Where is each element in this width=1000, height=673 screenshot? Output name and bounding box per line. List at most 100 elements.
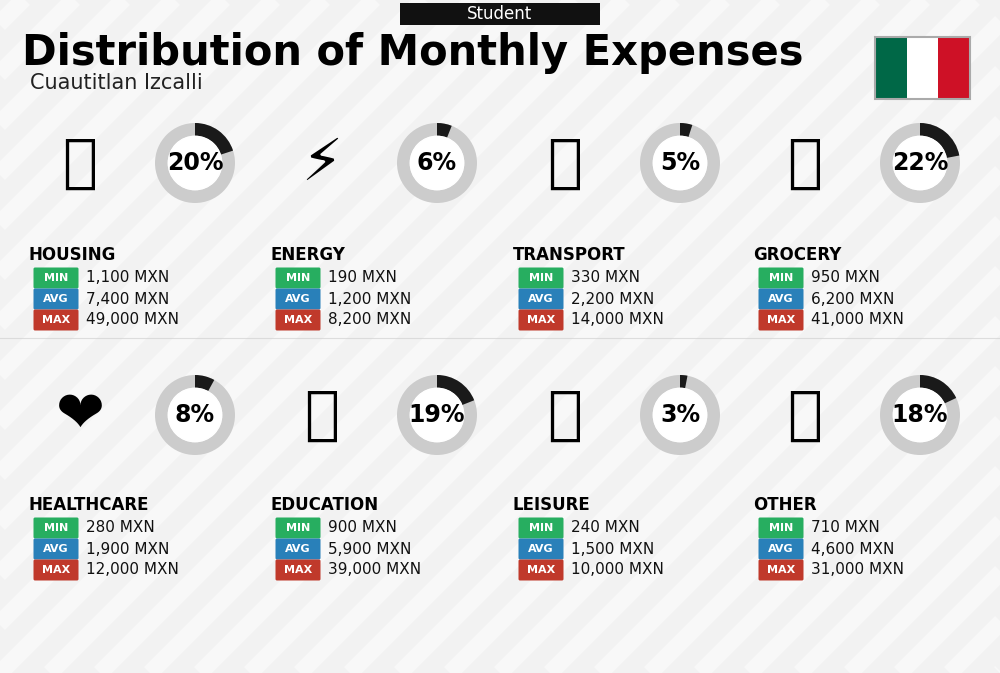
Wedge shape <box>920 375 956 403</box>
Wedge shape <box>880 375 960 455</box>
Text: 39,000 MXN: 39,000 MXN <box>328 563 421 577</box>
Circle shape <box>168 137 222 190</box>
Text: 4,600 MXN: 4,600 MXN <box>811 542 894 557</box>
Text: Distribution of Monthly Expenses: Distribution of Monthly Expenses <box>22 32 804 74</box>
Text: AVG: AVG <box>43 294 69 304</box>
Text: MIN: MIN <box>769 273 793 283</box>
Wedge shape <box>437 123 452 138</box>
FancyBboxPatch shape <box>276 310 320 330</box>
Wedge shape <box>920 123 959 158</box>
FancyBboxPatch shape <box>276 267 320 289</box>
Text: GROCERY: GROCERY <box>753 246 841 264</box>
FancyBboxPatch shape <box>276 559 320 581</box>
Text: 💰: 💰 <box>788 386 822 444</box>
Text: MIN: MIN <box>529 273 553 283</box>
Text: MAX: MAX <box>527 565 555 575</box>
Text: 18%: 18% <box>892 403 948 427</box>
Text: 49,000 MXN: 49,000 MXN <box>86 312 179 328</box>
FancyBboxPatch shape <box>907 37 938 99</box>
Text: 1,500 MXN: 1,500 MXN <box>571 542 654 557</box>
FancyBboxPatch shape <box>518 559 564 581</box>
Text: 8,200 MXN: 8,200 MXN <box>328 312 411 328</box>
Text: MIN: MIN <box>286 273 310 283</box>
Circle shape <box>893 388 947 441</box>
Text: Student: Student <box>467 5 533 23</box>
Text: MAX: MAX <box>284 315 312 325</box>
FancyBboxPatch shape <box>276 538 320 559</box>
Text: EDUCATION: EDUCATION <box>270 496 378 514</box>
Text: ENERGY: ENERGY <box>270 246 345 264</box>
Wedge shape <box>397 375 477 455</box>
Circle shape <box>893 137 947 190</box>
Text: 8%: 8% <box>175 403 215 427</box>
Text: AVG: AVG <box>768 294 794 304</box>
FancyBboxPatch shape <box>759 267 804 289</box>
FancyBboxPatch shape <box>759 518 804 538</box>
Text: 1,200 MXN: 1,200 MXN <box>328 291 411 306</box>
Text: 1,900 MXN: 1,900 MXN <box>86 542 169 557</box>
Text: MAX: MAX <box>527 315 555 325</box>
FancyBboxPatch shape <box>518 518 564 538</box>
FancyBboxPatch shape <box>276 289 320 310</box>
Text: MIN: MIN <box>769 523 793 533</box>
Text: 280 MXN: 280 MXN <box>86 520 155 536</box>
Wedge shape <box>397 123 477 203</box>
Text: 🚌: 🚌 <box>548 135 582 192</box>
Wedge shape <box>680 123 692 137</box>
Circle shape <box>653 388 707 441</box>
Text: AVG: AVG <box>768 544 794 554</box>
Text: MAX: MAX <box>42 565 70 575</box>
Text: AVG: AVG <box>528 294 554 304</box>
Circle shape <box>410 388 464 441</box>
Text: 22%: 22% <box>892 151 948 175</box>
Text: HOUSING: HOUSING <box>28 246 115 264</box>
FancyBboxPatch shape <box>34 267 78 289</box>
Wedge shape <box>640 375 720 455</box>
Text: MIN: MIN <box>529 523 553 533</box>
Text: OTHER: OTHER <box>753 496 817 514</box>
Text: MAX: MAX <box>42 315 70 325</box>
Text: 7,400 MXN: 7,400 MXN <box>86 291 169 306</box>
Wedge shape <box>437 375 474 405</box>
Text: MIN: MIN <box>44 523 68 533</box>
Text: ⚡: ⚡ <box>302 135 342 192</box>
Text: 🏙: 🏙 <box>62 135 98 192</box>
Wedge shape <box>680 375 687 388</box>
Text: 5,900 MXN: 5,900 MXN <box>328 542 411 557</box>
FancyBboxPatch shape <box>400 3 600 25</box>
Text: 31,000 MXN: 31,000 MXN <box>811 563 904 577</box>
Text: LEISURE: LEISURE <box>513 496 591 514</box>
Text: 710 MXN: 710 MXN <box>811 520 880 536</box>
Text: TRANSPORT: TRANSPORT <box>513 246 626 264</box>
FancyBboxPatch shape <box>759 538 804 559</box>
Text: MIN: MIN <box>286 523 310 533</box>
Wedge shape <box>155 375 235 455</box>
Text: 12,000 MXN: 12,000 MXN <box>86 563 179 577</box>
Text: 190 MXN: 190 MXN <box>328 271 397 285</box>
FancyBboxPatch shape <box>759 559 804 581</box>
Text: AVG: AVG <box>528 544 554 554</box>
Text: MAX: MAX <box>767 565 795 575</box>
Text: 330 MXN: 330 MXN <box>571 271 640 285</box>
Text: 240 MXN: 240 MXN <box>571 520 640 536</box>
Text: ❤️: ❤️ <box>56 386 104 444</box>
Text: MAX: MAX <box>284 565 312 575</box>
Text: 6%: 6% <box>417 151 457 175</box>
Text: 19%: 19% <box>409 403 465 427</box>
FancyBboxPatch shape <box>276 518 320 538</box>
Wedge shape <box>195 123 233 155</box>
Text: 20%: 20% <box>167 151 223 175</box>
Text: AVG: AVG <box>43 544 69 554</box>
Text: Cuautitlan Izcalli: Cuautitlan Izcalli <box>30 73 203 93</box>
Text: 950 MXN: 950 MXN <box>811 271 880 285</box>
Text: 900 MXN: 900 MXN <box>328 520 397 536</box>
Text: 2,200 MXN: 2,200 MXN <box>571 291 654 306</box>
FancyBboxPatch shape <box>759 289 804 310</box>
FancyBboxPatch shape <box>34 518 78 538</box>
FancyBboxPatch shape <box>518 310 564 330</box>
Circle shape <box>168 388 222 441</box>
Text: 🛒: 🛒 <box>788 135 822 192</box>
Text: 5%: 5% <box>660 151 700 175</box>
FancyBboxPatch shape <box>34 310 78 330</box>
Wedge shape <box>880 123 960 203</box>
